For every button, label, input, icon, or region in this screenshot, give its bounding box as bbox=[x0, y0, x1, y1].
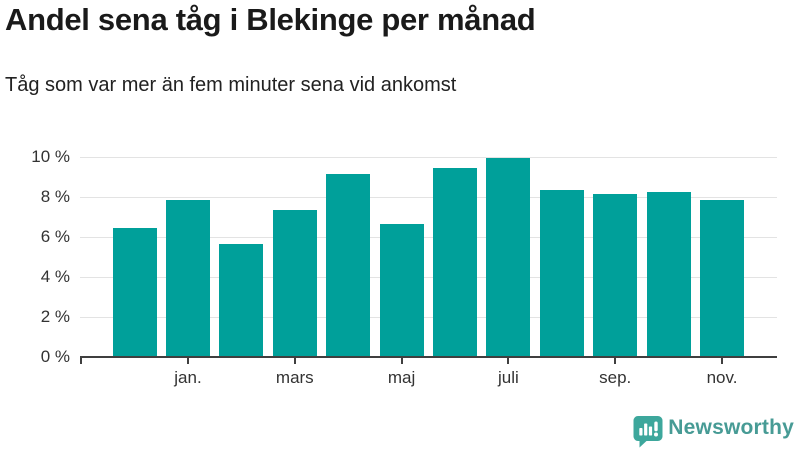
y-gridline bbox=[80, 237, 777, 238]
bar-sep bbox=[593, 194, 638, 356]
x-axis-tick bbox=[187, 358, 189, 364]
y-gridline bbox=[80, 157, 777, 158]
x-axis-tick-label: nov. bbox=[706, 368, 738, 387]
bar-juli bbox=[486, 158, 531, 356]
bar-apr bbox=[326, 174, 371, 356]
bar-dec bbox=[112, 228, 157, 356]
brand-name: Newsworthy bbox=[668, 416, 794, 439]
y-gridline bbox=[80, 197, 777, 198]
y-axis-tick-label: 10 % bbox=[31, 147, 70, 166]
bar-maj bbox=[379, 224, 424, 356]
bar-juni bbox=[433, 168, 477, 356]
y-axis-tick-label: 6 % bbox=[40, 227, 70, 246]
x-axis-tick-label: juli bbox=[497, 368, 519, 387]
bar-mars bbox=[272, 210, 317, 356]
chart-title: Andel sena tåg i Blekinge per månad bbox=[5, 2, 536, 37]
x-axis-tick bbox=[507, 358, 510, 364]
brand-logo: Newsworthy bbox=[633, 415, 794, 447]
x-axis-tick-label: jan. bbox=[174, 368, 202, 387]
bar-aug bbox=[539, 190, 584, 356]
newsworthy-logo-icon bbox=[633, 415, 663, 447]
x-axis-tick-label: mars bbox=[275, 368, 314, 387]
bar-okt bbox=[646, 192, 691, 356]
x-axis-tick bbox=[400, 358, 403, 364]
x-axis-tick-label: maj bbox=[387, 368, 416, 387]
x-axis-line bbox=[80, 356, 777, 358]
x-axis-start-tick bbox=[80, 358, 82, 364]
y-axis-tick-label: 8 % bbox=[40, 187, 70, 206]
chart-subtitle: Tåg som var mer än fem minuter sena vid … bbox=[5, 74, 457, 96]
y-axis-tick-label: 2 % bbox=[40, 307, 70, 326]
bar-feb bbox=[219, 244, 264, 356]
y-axis-tick-label: 4 % bbox=[40, 267, 70, 286]
x-axis-tick-label: sep. bbox=[599, 368, 632, 387]
y-gridline bbox=[80, 317, 777, 318]
y-gridline bbox=[80, 277, 777, 278]
x-axis-tick bbox=[721, 358, 723, 364]
bar-jan bbox=[166, 200, 210, 356]
y-axis-tick-label: 0 % bbox=[40, 347, 70, 366]
x-axis-tick bbox=[293, 358, 296, 364]
bar-nov bbox=[700, 200, 744, 356]
x-axis-tick bbox=[614, 358, 617, 364]
